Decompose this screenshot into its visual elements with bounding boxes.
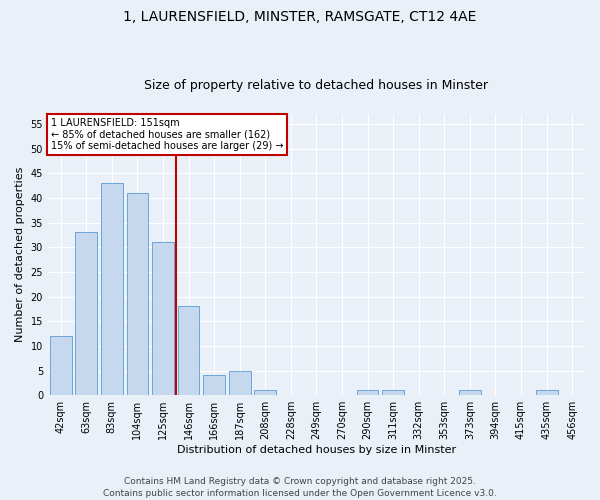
Text: 1 LAURENSFIELD: 151sqm
← 85% of detached houses are smaller (162)
15% of semi-de: 1 LAURENSFIELD: 151sqm ← 85% of detached… [50,118,283,152]
Text: 1, LAURENSFIELD, MINSTER, RAMSGATE, CT12 4AE: 1, LAURENSFIELD, MINSTER, RAMSGATE, CT12… [124,10,476,24]
Bar [50,336,71,395]
Bar [254,390,276,395]
Bar [536,390,557,395]
Bar [229,370,251,395]
Bar [152,242,174,395]
Bar [101,183,123,395]
X-axis label: Distribution of detached houses by size in Minster: Distribution of detached houses by size … [177,445,456,455]
Bar [382,390,404,395]
Bar [76,232,97,395]
Bar [203,376,225,395]
Bar [357,390,379,395]
Bar [178,306,199,395]
Text: Contains HM Land Registry data © Crown copyright and database right 2025.
Contai: Contains HM Land Registry data © Crown c… [103,476,497,498]
Title: Size of property relative to detached houses in Minster: Size of property relative to detached ho… [145,79,488,92]
Bar [127,193,148,395]
Y-axis label: Number of detached properties: Number of detached properties [15,167,25,342]
Bar [459,390,481,395]
